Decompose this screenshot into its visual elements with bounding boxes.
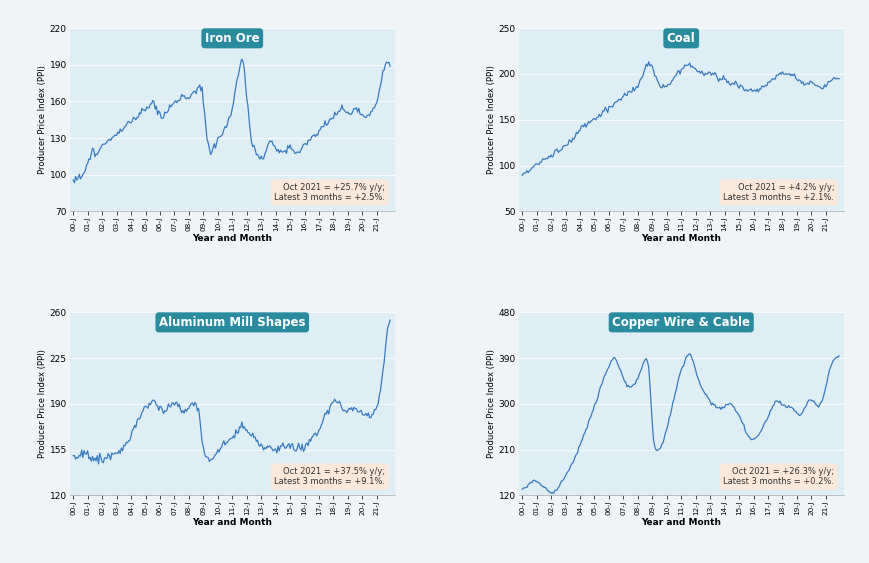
X-axis label: Year and Month: Year and Month bbox=[192, 518, 272, 527]
X-axis label: Year and Month: Year and Month bbox=[640, 234, 720, 243]
Text: Oct 2021 = +25.7% y/y;
Latest 3 months = +2.5%.: Oct 2021 = +25.7% y/y; Latest 3 months =… bbox=[274, 183, 385, 202]
Y-axis label: Producer Price Index (PPI): Producer Price Index (PPI) bbox=[486, 65, 495, 174]
Y-axis label: Producer Price Index (PPI): Producer Price Index (PPI) bbox=[37, 65, 47, 174]
Text: Coal: Coal bbox=[667, 32, 695, 45]
X-axis label: Year and Month: Year and Month bbox=[640, 518, 720, 527]
Text: Copper Wire & Cable: Copper Wire & Cable bbox=[612, 316, 749, 329]
Y-axis label: Producer Price Index (PPI): Producer Price Index (PPI) bbox=[37, 350, 47, 458]
Text: Oct 2021 = +37.5% y/y;
Latest 3 months = +9.1%.: Oct 2021 = +37.5% y/y; Latest 3 months =… bbox=[274, 467, 385, 486]
Text: Aluminum Mill Shapes: Aluminum Mill Shapes bbox=[159, 316, 305, 329]
Text: Oct 2021 = +4.2% y/y;
Latest 3 months = +2.1%.: Oct 2021 = +4.2% y/y; Latest 3 months = … bbox=[722, 183, 833, 202]
Text: Oct 2021 = +26.3% y/y;
Latest 3 months = +0.2%.: Oct 2021 = +26.3% y/y; Latest 3 months =… bbox=[722, 467, 833, 486]
Text: Iron Ore: Iron Ore bbox=[205, 32, 259, 45]
Y-axis label: Producer Price Index (PPI): Producer Price Index (PPI) bbox=[486, 350, 495, 458]
X-axis label: Year and Month: Year and Month bbox=[192, 234, 272, 243]
